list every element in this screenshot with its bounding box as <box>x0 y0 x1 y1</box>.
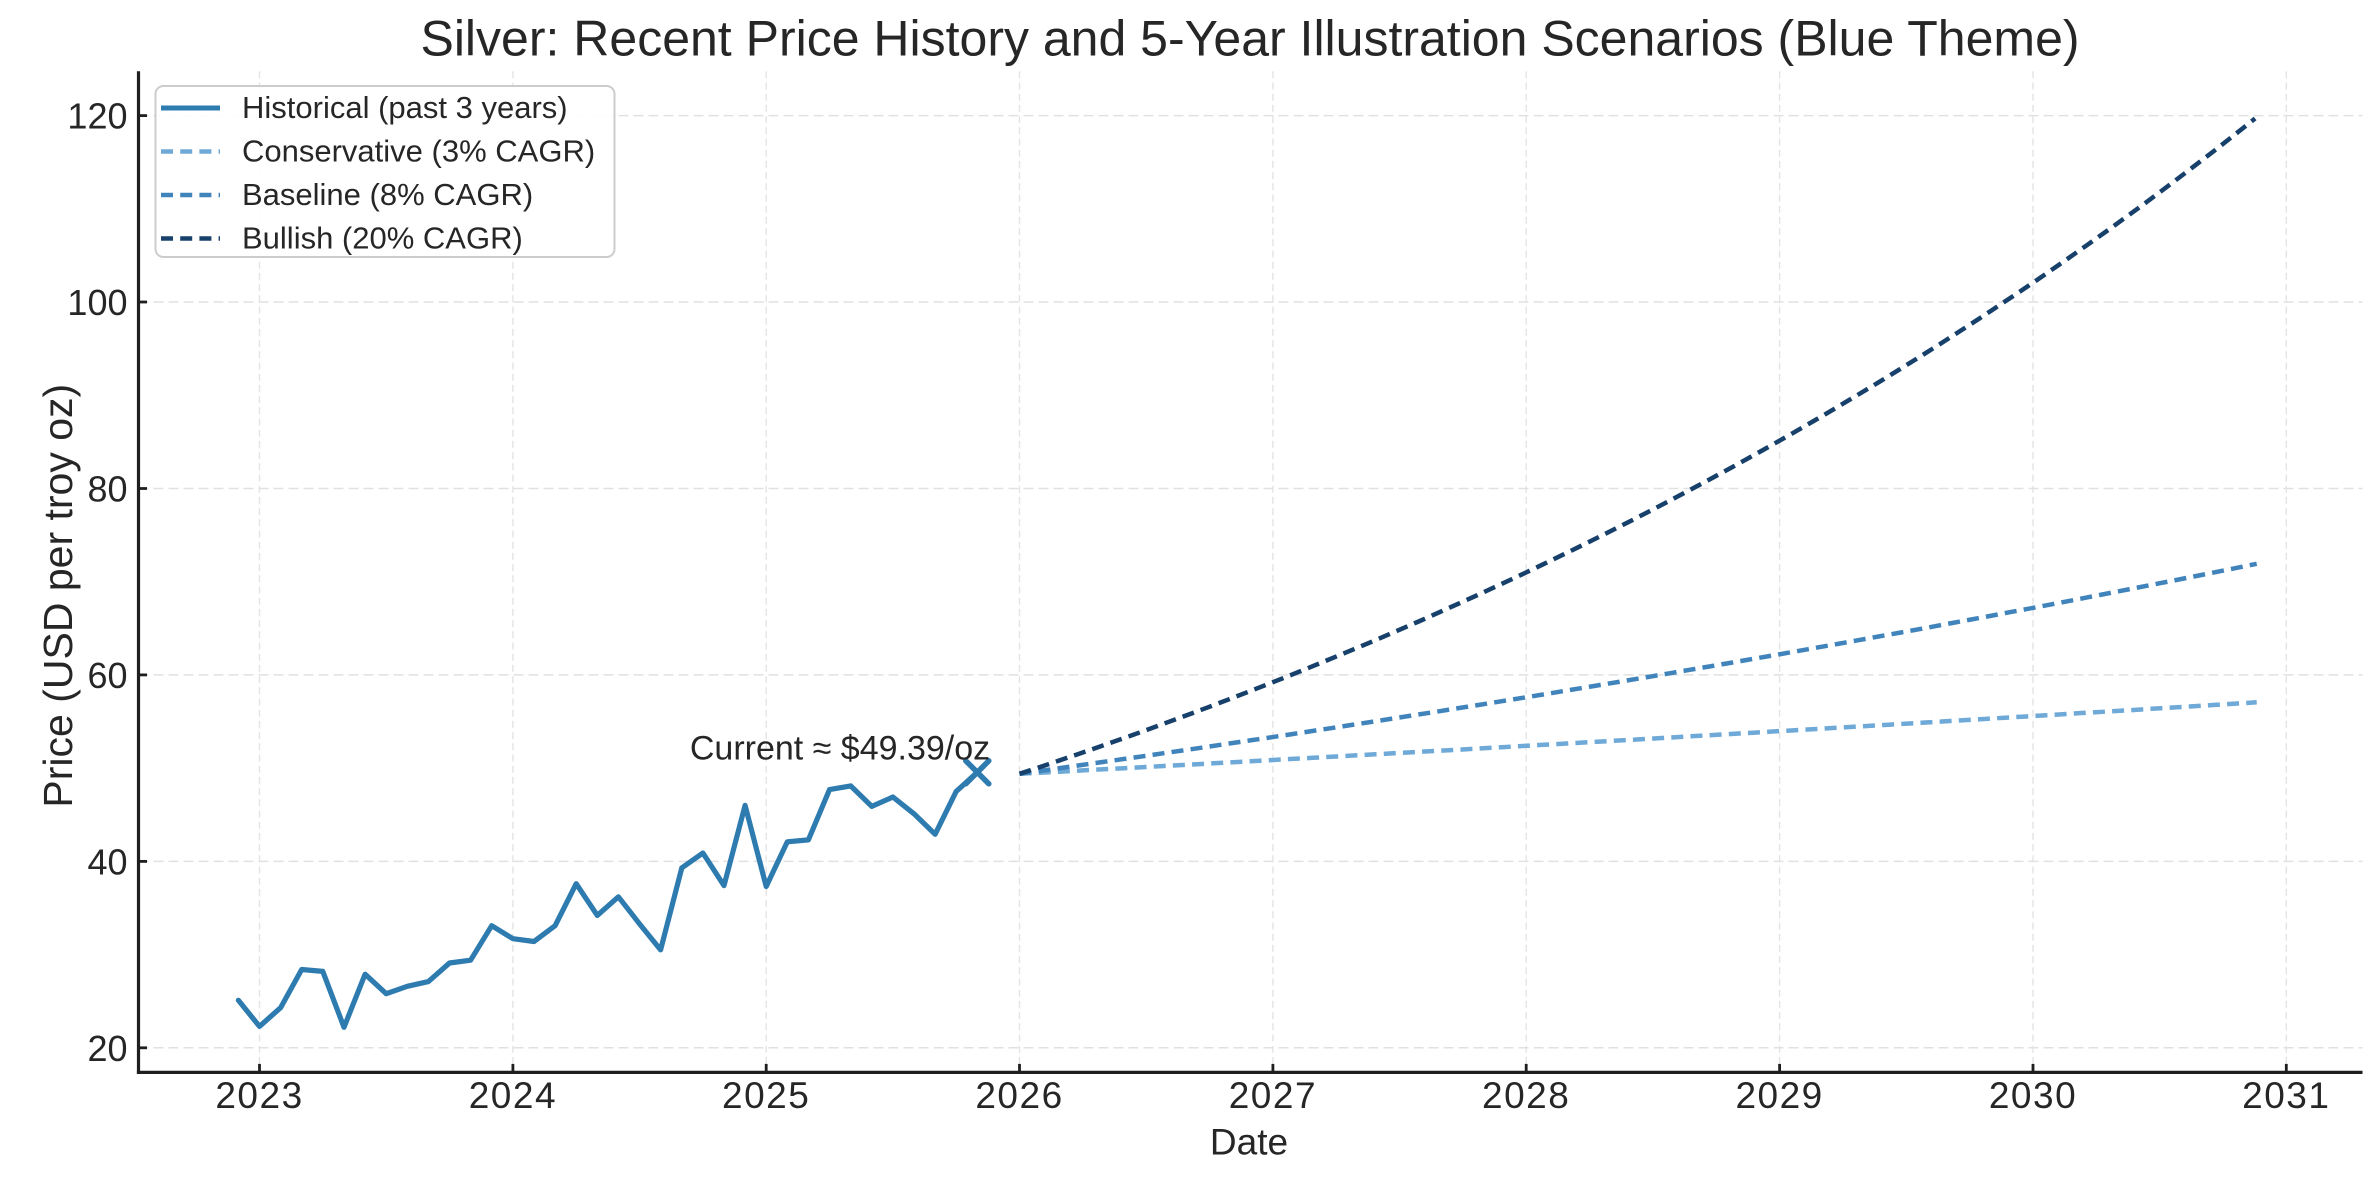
svg-text:Price (USD per troy oz): Price (USD per troy oz) <box>35 384 81 808</box>
svg-text:Date: Date <box>1210 1122 1288 1163</box>
svg-text:Conservative (3% CAGR): Conservative (3% CAGR) <box>242 134 595 169</box>
svg-text:60: 60 <box>87 655 127 696</box>
svg-text:2024: 2024 <box>469 1075 557 1116</box>
svg-text:40: 40 <box>87 841 127 882</box>
svg-text:2031: 2031 <box>2242 1075 2330 1116</box>
svg-text:Baseline (8% CAGR): Baseline (8% CAGR) <box>242 177 533 212</box>
svg-text:80: 80 <box>87 469 127 510</box>
svg-text:Current ≈ $49.39/oz: Current ≈ $49.39/oz <box>690 730 990 768</box>
svg-text:2023: 2023 <box>215 1075 303 1116</box>
svg-text:100: 100 <box>67 282 127 323</box>
svg-text:2029: 2029 <box>1735 1075 1823 1116</box>
svg-text:2030: 2030 <box>1989 1075 2077 1116</box>
svg-text:Silver: Recent Price History a: Silver: Recent Price History and 5-Year … <box>420 10 2079 66</box>
svg-text:Bullish (20% CAGR): Bullish (20% CAGR) <box>242 221 523 256</box>
svg-text:2025: 2025 <box>722 1075 810 1116</box>
svg-text:2027: 2027 <box>1229 1075 1317 1116</box>
svg-text:20: 20 <box>87 1028 127 1069</box>
svg-text:Historical (past 3 years): Historical (past 3 years) <box>242 90 568 125</box>
svg-text:2026: 2026 <box>975 1075 1063 1116</box>
svg-text:120: 120 <box>67 96 127 137</box>
svg-text:2028: 2028 <box>1482 1075 1570 1116</box>
